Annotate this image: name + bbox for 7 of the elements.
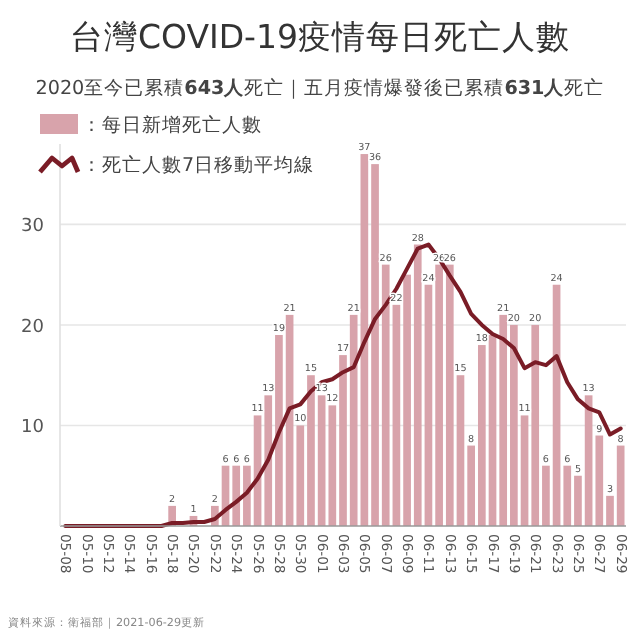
y-tick-label: 20 — [21, 317, 45, 338]
y-tick-label: 10 — [21, 418, 45, 439]
legend-label: ：每日新增死亡人數 — [82, 113, 262, 137]
legend-label: ：死亡人數7日移動平均線 — [82, 153, 315, 177]
y-tick-label: 30 — [21, 217, 45, 238]
chart-title: 台灣COVID-19疫情每日死亡人數 — [69, 18, 571, 56]
chart-subtitle: 2020至今已累積643人死亡｜五月疫情爆發後已累積631人死亡 — [35, 76, 605, 100]
